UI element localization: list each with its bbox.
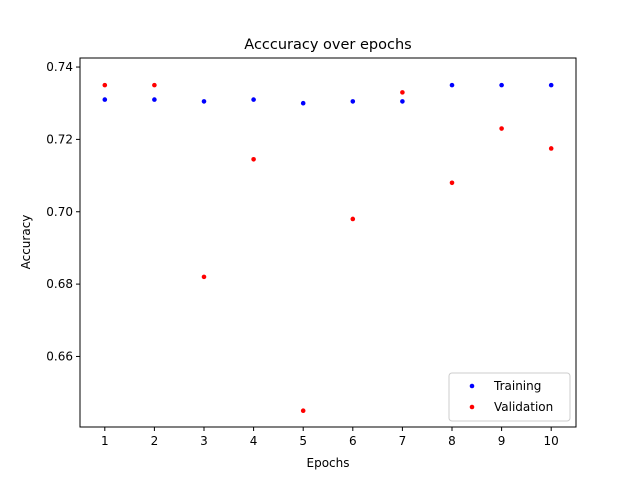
x-tick-label: 3 xyxy=(200,434,208,448)
training-point xyxy=(499,82,504,88)
x-axis: 1 2 3 4 5 6 7 8 9 10 xyxy=(101,427,559,448)
validation-point xyxy=(350,216,356,222)
x-axis-label: Epochs xyxy=(307,456,350,470)
validation-point xyxy=(251,156,256,162)
chart-title: Acccuracy over epochs xyxy=(244,37,411,53)
validation-point xyxy=(300,408,306,414)
validation-point xyxy=(152,82,157,88)
x-tick-label: 8 xyxy=(448,434,456,448)
legend-label-validation: Validation xyxy=(494,400,553,414)
training-point xyxy=(300,100,306,106)
plot-area xyxy=(79,57,577,428)
training-point xyxy=(350,99,356,104)
x-tick-label: 5 xyxy=(299,434,307,448)
training-point xyxy=(102,97,108,102)
legend-marker-validation xyxy=(469,404,475,410)
legend-marker-training xyxy=(469,383,475,389)
validation-point xyxy=(102,82,108,88)
validation-point xyxy=(449,180,455,186)
training-point xyxy=(449,82,455,88)
y-tick-label: 0.74 xyxy=(46,60,73,74)
y-tick-label: 0.72 xyxy=(46,132,73,146)
validation-point xyxy=(499,126,504,131)
x-tick-label: 7 xyxy=(399,434,407,448)
y-axis-label: Accuracy xyxy=(19,215,33,270)
training-point xyxy=(400,99,405,104)
y-tick-label: 0.70 xyxy=(46,205,73,219)
data-points xyxy=(102,82,554,414)
y-tick-label: 0.66 xyxy=(46,349,73,363)
validation-point xyxy=(548,146,554,151)
training-point xyxy=(152,97,157,102)
validation-point xyxy=(201,274,207,280)
x-tick-label: 1 xyxy=(101,434,109,448)
validation-point xyxy=(400,90,405,95)
y-axis: 0.66 0.68 0.70 0.72 0.74 xyxy=(46,60,80,363)
legend: Training Validation xyxy=(448,372,571,422)
x-tick-label: 10 xyxy=(544,434,559,448)
x-tick-label: 6 xyxy=(349,434,357,448)
training-point xyxy=(201,99,207,104)
x-tick-label: 9 xyxy=(498,434,506,448)
training-point xyxy=(251,97,256,102)
legend-label-training: Training xyxy=(493,379,541,393)
x-tick-label: 4 xyxy=(250,434,258,448)
training-point xyxy=(548,82,554,88)
y-tick-label: 0.68 xyxy=(46,277,73,291)
x-tick-label: 2 xyxy=(151,434,159,448)
legend-box xyxy=(448,372,571,422)
